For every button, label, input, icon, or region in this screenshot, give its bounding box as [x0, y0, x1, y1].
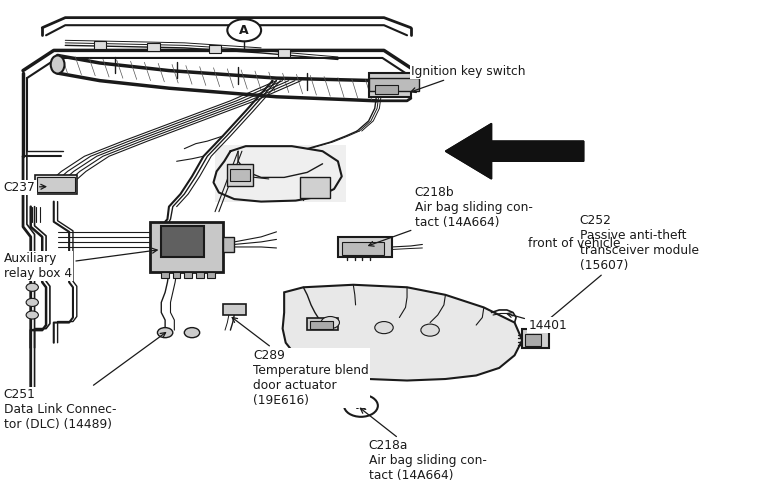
Bar	[207, 272, 215, 278]
Bar	[161, 226, 204, 257]
Bar	[227, 164, 253, 186]
Circle shape	[344, 395, 378, 417]
Bar	[342, 242, 384, 255]
Polygon shape	[283, 285, 522, 381]
Text: A: A	[240, 24, 249, 37]
Bar	[215, 145, 346, 202]
Bar	[369, 78, 419, 91]
Text: 14401: 14401	[507, 312, 567, 332]
Bar	[184, 272, 192, 278]
Bar	[161, 272, 169, 278]
Bar	[310, 321, 333, 329]
Bar	[209, 45, 221, 53]
Bar	[338, 237, 392, 257]
Text: C218b
Air bag sliding con-
tact (14A664): C218b Air bag sliding con- tact (14A664)	[369, 186, 532, 246]
Bar	[223, 304, 246, 315]
Bar	[525, 334, 541, 346]
Bar	[147, 43, 160, 51]
Circle shape	[26, 298, 38, 306]
Circle shape	[184, 328, 200, 338]
Text: C237: C237	[4, 181, 46, 194]
Text: Auxiliary
relay box 4: Auxiliary relay box 4	[4, 248, 157, 280]
Text: C218a
Air bag sliding con-
tact (14A664): C218a Air bag sliding con- tact (14A664)	[360, 408, 486, 482]
Text: Ignition key switch: Ignition key switch	[411, 65, 525, 93]
Bar	[300, 177, 330, 198]
Bar	[37, 177, 75, 192]
Bar	[173, 272, 180, 278]
Circle shape	[421, 324, 439, 336]
Circle shape	[321, 317, 339, 329]
Bar	[223, 237, 234, 252]
Bar	[522, 329, 549, 348]
Bar	[35, 175, 77, 194]
Bar	[307, 318, 338, 330]
Bar	[278, 49, 290, 57]
Polygon shape	[445, 123, 584, 179]
Bar	[375, 85, 398, 94]
Text: C289
Temperature blend
door actuator
(19E616): C289 Temperature blend door actuator (19…	[232, 318, 369, 407]
Text: A: A	[356, 399, 366, 412]
Text: C251
Data Link Connec-
tor (DLC) (14489): C251 Data Link Connec- tor (DLC) (14489)	[4, 333, 166, 431]
Bar	[230, 169, 250, 181]
Polygon shape	[445, 123, 584, 179]
Circle shape	[227, 19, 261, 41]
Circle shape	[157, 328, 173, 338]
Circle shape	[375, 322, 393, 334]
Bar	[94, 41, 106, 49]
Bar	[196, 272, 204, 278]
Bar	[369, 73, 411, 97]
Text: front of vehicle: front of vehicle	[528, 237, 621, 250]
Text: C252
Passive anti-theft
transceiver module
(15607): C252 Passive anti-theft transceiver modu…	[533, 214, 699, 333]
Circle shape	[26, 311, 38, 319]
Ellipse shape	[51, 55, 65, 74]
Bar	[150, 222, 223, 272]
Circle shape	[26, 283, 38, 291]
